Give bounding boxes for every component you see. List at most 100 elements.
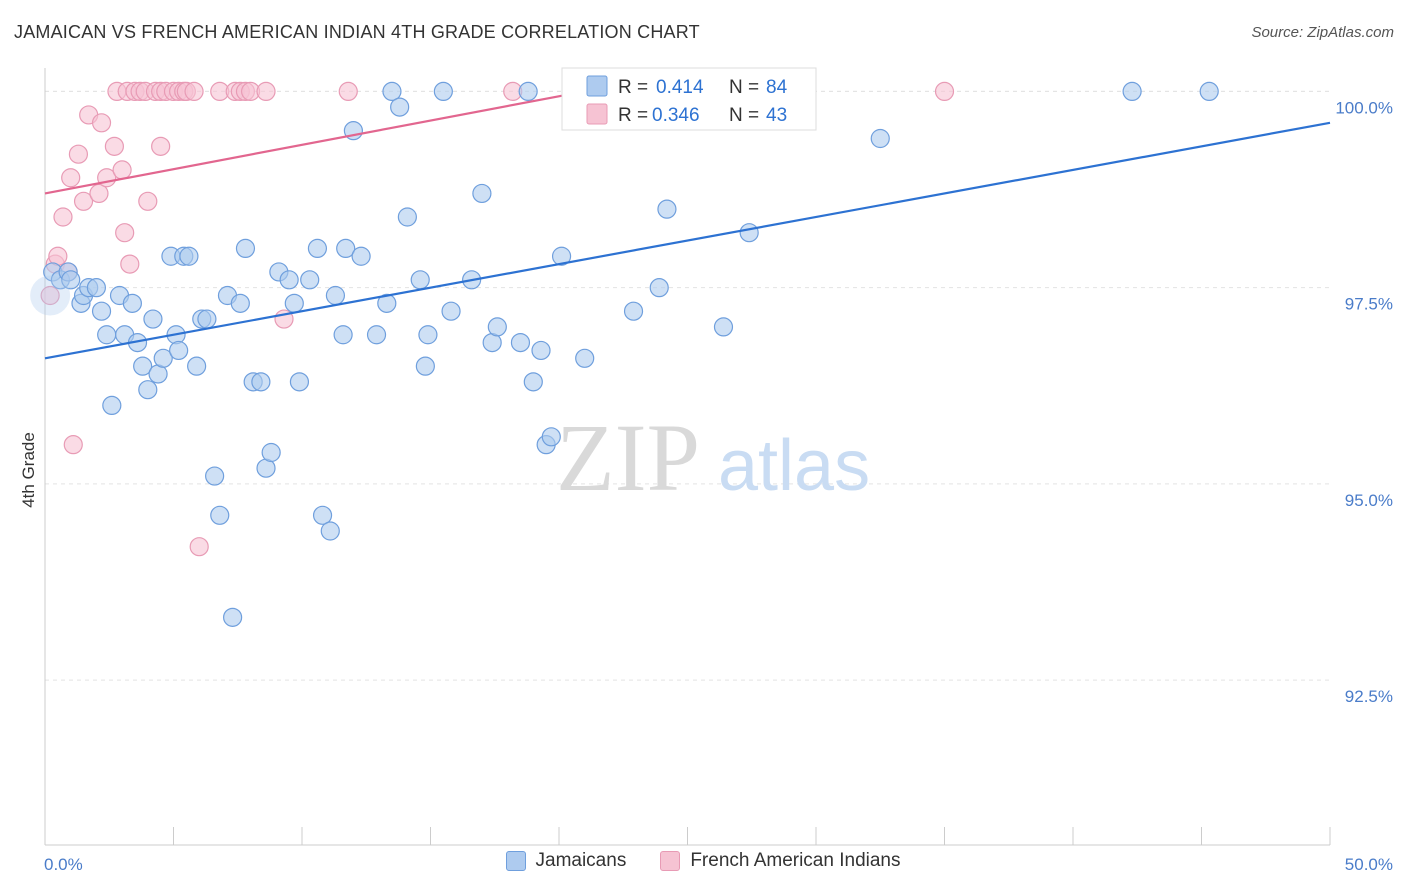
jamaican-point-73	[623, 301, 644, 321]
jamaican-point-39	[279, 270, 299, 290]
legend-r-value-2: 0.346	[652, 105, 700, 126]
jamaican-point-70	[541, 427, 561, 447]
french-trend-line	[44, 90, 585, 195]
jamaican-point-9	[97, 325, 117, 345]
bottom-legend-label-jamaicans: Jamaicans	[535, 850, 627, 871]
jamaican-point-58	[418, 325, 438, 345]
french-point-3	[53, 207, 73, 227]
bottom-legend-item-jamaicans: Jamaicans	[505, 850, 627, 872]
bottom-legend-swatch-jamaicans	[505, 851, 526, 871]
jamaican-point-50	[351, 246, 371, 266]
jamaican-point-29	[210, 505, 230, 525]
legend-n-label-1: N =	[729, 77, 759, 98]
jamaican-point-27	[197, 309, 217, 329]
jamaican-point-74	[649, 278, 669, 298]
jamaican-point-78	[739, 223, 759, 243]
jamaican-point-57	[415, 356, 435, 376]
french-point-0	[40, 285, 60, 306]
jamaican-point-72	[575, 348, 595, 368]
jamaican-trend-line	[44, 121, 1331, 360]
jamaican-point-52	[377, 293, 397, 313]
jamaican-point-75	[657, 199, 677, 219]
french-point-15	[112, 160, 132, 180]
jamaican-point-8	[91, 301, 112, 321]
jamaican-point-48	[336, 238, 356, 258]
jamaican-point-19	[153, 348, 173, 368]
x-tick-label-1: 50.0%	[1345, 855, 1393, 874]
french-point-13	[104, 136, 124, 156]
jamaican-point-46	[325, 285, 346, 306]
jamaican-point-47	[333, 325, 353, 345]
jamaican-point-64	[487, 317, 507, 337]
french-point-6	[63, 435, 83, 455]
french-point-22	[138, 191, 158, 211]
bottom-legend: Jamaicans French American Indians	[0, 850, 1406, 872]
french-point-40	[338, 81, 358, 102]
jamaican-point-65	[510, 333, 531, 353]
jamaican-point-67	[523, 372, 543, 392]
legend-swatch-french	[586, 103, 608, 125]
jamaican-point-16	[138, 380, 158, 400]
chart-title: JAMAICAN VS FRENCH AMERICAN INDIAN 4TH G…	[14, 22, 700, 42]
jamaican-point-41	[289, 372, 310, 392]
axes	[44, 68, 1331, 846]
jamaican-point-66	[518, 81, 538, 102]
jamaican-point-44	[312, 505, 333, 525]
jamaican-point-71	[551, 246, 572, 266]
french-point-16	[115, 223, 135, 243]
jamaican-point-79	[870, 128, 890, 149]
tick-labels: 92.5% 95.0% 97.5% 100.0% 0.0% 50.0%	[44, 98, 1393, 874]
legend-n-value-1: 84	[766, 77, 788, 98]
jamaican-point-3	[61, 270, 81, 290]
jamaican-point-17	[143, 309, 163, 329]
jamaican-point-32	[230, 293, 250, 313]
jamaican-point-76	[713, 317, 734, 337]
watermark-zip: ZIP	[556, 404, 700, 511]
jamaican-point-54	[390, 97, 410, 117]
jamaican-point-37	[261, 442, 281, 463]
jamaican-point-25	[187, 356, 207, 376]
jamaican-point-40	[284, 293, 304, 313]
jamaican-point-55	[397, 207, 417, 227]
french-point-8	[73, 191, 94, 211]
bottom-legend-swatch-french	[660, 851, 681, 871]
legend-r-value-1: 0.414	[656, 77, 704, 98]
jamaican-point-60	[441, 301, 461, 321]
jamaican-cluster-blob	[30, 275, 71, 316]
jamaican-point-28	[205, 466, 225, 486]
jamaican-point-22	[169, 340, 189, 361]
jamaican-point-33	[235, 238, 256, 258]
legend-box: R = 0.414 N = 84 R = 0.346 N = 43	[561, 67, 817, 131]
jamaican-point-24	[179, 246, 199, 266]
y-axis-label: 4th Grade	[19, 432, 38, 508]
y-tick-label-2: 97.5%	[1345, 295, 1393, 314]
french-point-18	[120, 254, 140, 274]
jamaican-point-53	[382, 81, 402, 102]
bottom-legend-label-french: French American Indians	[690, 850, 901, 871]
french-point-25	[151, 136, 171, 156]
y-tick-label-0: 92.5%	[1345, 687, 1393, 706]
jamaican-point-13	[122, 293, 142, 313]
trend-lines	[44, 90, 1331, 360]
jamaican-point-81	[1199, 81, 1219, 102]
y-tick-label-1: 95.0%	[1345, 491, 1393, 510]
jamaican-point-56	[410, 270, 430, 290]
watermark-atlas: atlas	[718, 426, 870, 506]
gridlines	[45, 90, 1330, 681]
x-tick-label-0: 0.0%	[44, 855, 83, 874]
french-point-5	[61, 168, 81, 188]
jamaican-point-43	[307, 238, 328, 258]
jamaican-point-10	[102, 395, 122, 415]
jamaican-point-45	[320, 521, 340, 541]
jamaican-point-59	[433, 81, 453, 102]
legend-r-label-1: R =	[618, 77, 648, 98]
data-points	[30, 81, 1219, 627]
jamaican-point-62	[472, 183, 492, 204]
jamaican-point-42	[300, 270, 320, 290]
french-point-32	[189, 537, 209, 557]
jamaican-point-80	[1122, 81, 1142, 102]
legend-n-label-2: N =	[729, 105, 759, 126]
legend-swatch-jamaicans	[586, 75, 608, 97]
jamaican-point-7	[86, 278, 107, 298]
